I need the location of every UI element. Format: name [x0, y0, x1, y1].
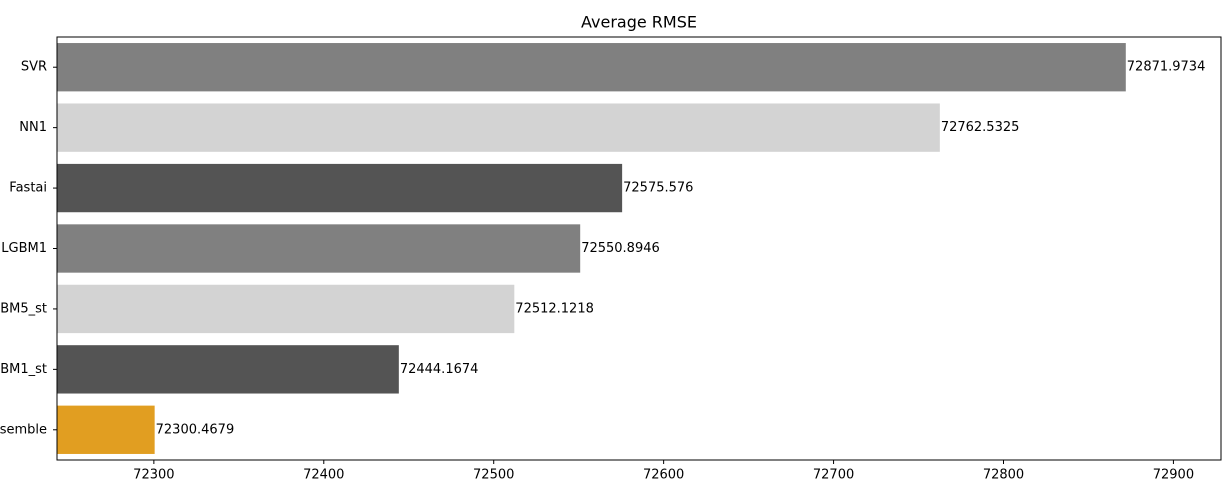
- bar: [57, 103, 940, 152]
- bar: [57, 405, 155, 454]
- value-label: 72444.1674: [400, 362, 479, 377]
- x-tick-label: 72800: [983, 468, 1024, 483]
- y-tick-label: semble: [0, 422, 47, 437]
- x-tick-label: 72600: [643, 468, 684, 483]
- x-tick-label: 72700: [813, 468, 854, 483]
- x-tick-label: 72400: [303, 468, 344, 483]
- bar: [57, 284, 515, 334]
- y-tick-label: BM1_st: [0, 362, 47, 377]
- bar: [57, 43, 1126, 92]
- value-label: 72762.5325: [941, 120, 1020, 135]
- value-label: 72300.4679: [156, 422, 235, 437]
- x-tick-label: 72500: [473, 468, 514, 483]
- y-tick-label: SVR: [21, 60, 47, 75]
- y-tick-label: BM5_st: [0, 301, 47, 316]
- chart-title: Average RMSE: [581, 13, 697, 32]
- x-tick-label: 72900: [1153, 468, 1194, 483]
- y-tick-label: Fastai: [9, 181, 47, 196]
- bar: [57, 345, 399, 394]
- value-label: 72550.8946: [581, 241, 660, 256]
- bar: [57, 163, 623, 213]
- value-label: 72871.9734: [1127, 60, 1206, 75]
- value-label: 72512.1218: [515, 301, 594, 316]
- plot-frame: [56, 36, 1222, 461]
- value-label: 72575.576: [623, 181, 693, 196]
- bar: [57, 224, 581, 273]
- y-tick-label: LGBM1: [1, 241, 47, 256]
- y-tick-label: NN1: [19, 120, 47, 135]
- x-tick-label: 72300: [133, 468, 174, 483]
